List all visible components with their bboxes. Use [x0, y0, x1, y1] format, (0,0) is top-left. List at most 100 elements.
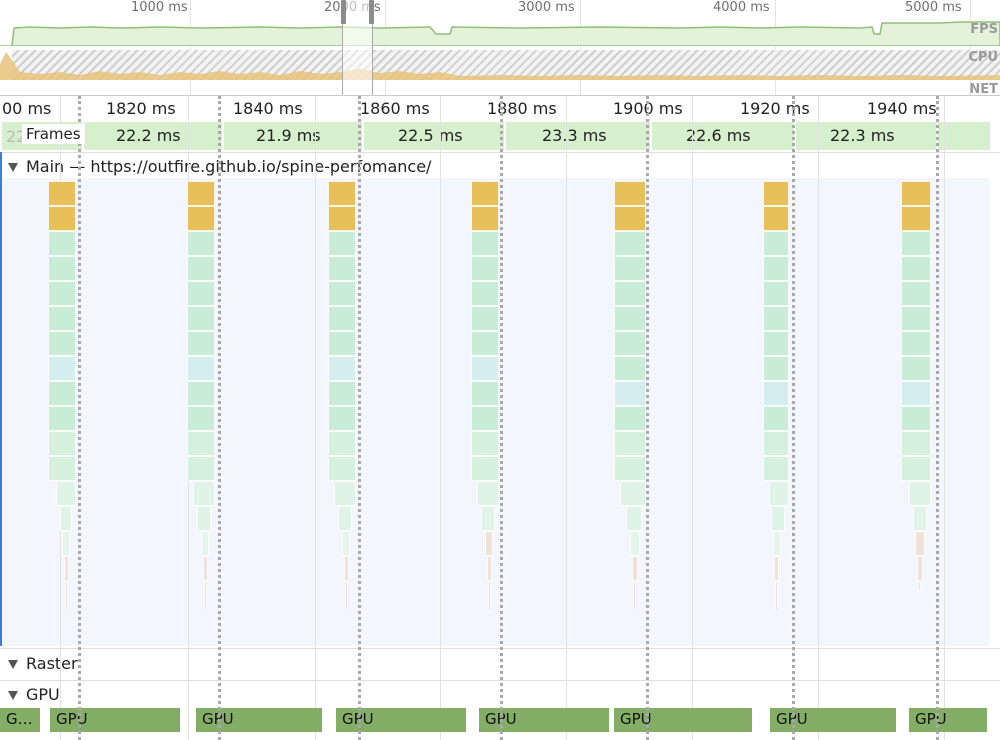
rendering-block[interactable]: [614, 256, 646, 281]
rendering-block[interactable]: [901, 431, 931, 456]
rendering-block[interactable]: [187, 456, 215, 481]
rendering-block[interactable]: [187, 406, 215, 431]
frame-bar[interactable]: [938, 122, 990, 150]
rendering-block[interactable]: [187, 331, 215, 356]
rendering-block[interactable]: [614, 431, 646, 456]
rendering-block[interactable]: [901, 256, 931, 281]
rendering-block[interactable]: [614, 381, 646, 406]
rendering-block[interactable]: [328, 456, 356, 481]
scripting-block[interactable]: [471, 181, 499, 206]
rendering-block[interactable]: [342, 531, 350, 556]
rendering-block[interactable]: [471, 381, 499, 406]
painting-block[interactable]: [65, 581, 68, 611]
rendering-block[interactable]: [901, 281, 931, 306]
rendering-block[interactable]: [763, 256, 789, 281]
gpu-task[interactable]: G…: [0, 708, 42, 732]
rendering-block[interactable]: [328, 281, 356, 306]
rendering-block[interactable]: [614, 281, 646, 306]
painting-block[interactable]: [204, 581, 207, 611]
frame-bar[interactable]: 22.6 ms: [652, 122, 794, 150]
painting-block[interactable]: [918, 581, 921, 591]
scripting-block[interactable]: [614, 206, 646, 231]
rendering-block[interactable]: [471, 281, 499, 306]
gpu-task[interactable]: GPU: [336, 708, 468, 732]
rendering-block[interactable]: [614, 406, 646, 431]
rendering-block[interactable]: [769, 481, 789, 506]
rendering-block[interactable]: [763, 231, 789, 256]
painting-block[interactable]: [64, 556, 69, 581]
rendering-block[interactable]: [763, 281, 789, 306]
painting-block[interactable]: [344, 556, 349, 581]
scripting-block[interactable]: [471, 206, 499, 231]
scripting-block[interactable]: [328, 206, 356, 231]
rendering-block[interactable]: [913, 506, 927, 531]
expand-triangle-icon[interactable]: [8, 691, 18, 700]
rendering-block[interactable]: [614, 306, 646, 331]
rendering-block[interactable]: [48, 431, 76, 456]
scripting-block[interactable]: [48, 181, 76, 206]
rendering-block[interactable]: [197, 506, 211, 531]
expand-triangle-icon[interactable]: [8, 163, 18, 172]
rendering-block[interactable]: [471, 231, 499, 256]
rendering-block[interactable]: [48, 281, 76, 306]
painting-block[interactable]: [775, 581, 778, 611]
rendering-block[interactable]: [471, 256, 499, 281]
rendering-block[interactable]: [328, 256, 356, 281]
frame-bar[interactable]: 22.3 ms: [796, 122, 936, 150]
scripting-block[interactable]: [763, 181, 789, 206]
rendering-block[interactable]: [48, 231, 76, 256]
rendering-block[interactable]: [48, 356, 76, 381]
rendering-block[interactable]: [328, 406, 356, 431]
gpu-task[interactable]: GPU: [50, 708, 182, 732]
scripting-block[interactable]: [763, 206, 789, 231]
rendering-block[interactable]: [48, 406, 76, 431]
rendering-block[interactable]: [471, 331, 499, 356]
rendering-block[interactable]: [471, 456, 499, 481]
frame-bar[interactable]: 22.2 ms: [84, 122, 222, 150]
rendering-block[interactable]: [901, 406, 931, 431]
frame-bar[interactable]: 22.5 ms: [364, 122, 504, 150]
rendering-block[interactable]: [481, 506, 495, 531]
painting-block[interactable]: [203, 556, 208, 581]
rendering-block[interactable]: [187, 231, 215, 256]
rendering-block[interactable]: [187, 356, 215, 381]
rendering-block[interactable]: [328, 381, 356, 406]
gpu-task[interactable]: GPU: [196, 708, 324, 732]
rendering-block[interactable]: [614, 231, 646, 256]
selection-left-handle[interactable]: [341, 0, 346, 24]
rendering-block[interactable]: [771, 506, 785, 531]
rendering-block[interactable]: [763, 381, 789, 406]
rendering-block[interactable]: [60, 506, 72, 531]
painting-block[interactable]: [487, 556, 492, 581]
rendering-block[interactable]: [328, 306, 356, 331]
gpu-task[interactable]: GPU: [614, 708, 754, 732]
rendering-block[interactable]: [187, 256, 215, 281]
rendering-block[interactable]: [328, 331, 356, 356]
painting-block[interactable]: [915, 531, 925, 556]
scripting-block[interactable]: [187, 206, 215, 231]
rendering-block[interactable]: [338, 506, 352, 531]
gpu-task[interactable]: GPU: [909, 708, 989, 732]
rendering-block[interactable]: [477, 481, 499, 506]
painting-block[interactable]: [488, 581, 491, 611]
rendering-block[interactable]: [620, 481, 646, 506]
rendering-block[interactable]: [193, 481, 215, 506]
painting-block[interactable]: [774, 556, 779, 581]
painting-block[interactable]: [633, 581, 636, 611]
rendering-block[interactable]: [48, 331, 76, 356]
painting-block[interactable]: [345, 581, 348, 611]
painting-block[interactable]: [917, 556, 923, 581]
rendering-block[interactable]: [763, 331, 789, 356]
rendering-block[interactable]: [328, 356, 356, 381]
rendering-block[interactable]: [773, 531, 781, 556]
frame-bar[interactable]: 21.9 ms: [224, 122, 362, 150]
rendering-block[interactable]: [763, 406, 789, 431]
rendering-block[interactable]: [614, 331, 646, 356]
rendering-block[interactable]: [187, 306, 215, 331]
expand-triangle-icon[interactable]: [8, 660, 18, 669]
scripting-block[interactable]: [614, 181, 646, 206]
rendering-block[interactable]: [471, 406, 499, 431]
rendering-block[interactable]: [901, 331, 931, 356]
scripting-block[interactable]: [187, 181, 215, 206]
rendering-block[interactable]: [48, 381, 76, 406]
